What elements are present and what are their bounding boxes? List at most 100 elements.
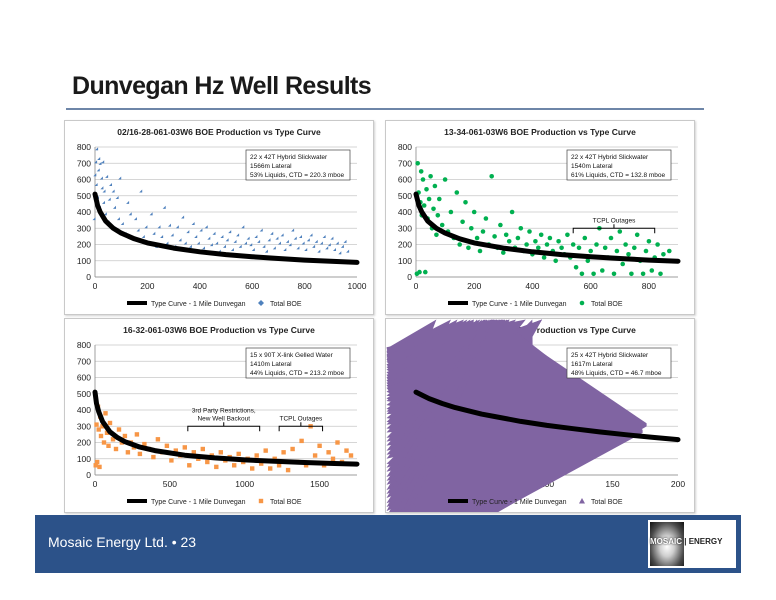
data-point — [435, 213, 441, 218]
data-point — [207, 236, 211, 240]
legend-total-boe-label: Total BOE — [270, 301, 302, 308]
data-point — [98, 433, 104, 439]
data-point — [304, 248, 308, 252]
y-tick-label: 700 — [77, 158, 91, 168]
data-point — [199, 228, 203, 232]
data-point — [667, 248, 672, 254]
data-point — [457, 242, 462, 247]
data-point — [582, 235, 588, 241]
data-point — [344, 448, 349, 453]
data-point — [94, 183, 98, 187]
data-point — [466, 245, 471, 251]
data-point — [348, 453, 354, 458]
data-point — [92, 217, 96, 221]
data-point — [570, 242, 576, 247]
data-point — [515, 235, 521, 241]
data-point — [643, 248, 649, 254]
data-point — [170, 233, 174, 237]
data-point — [646, 239, 652, 244]
footer-bar: Mosaic Energy Ltd. • 23 MOSAIC | ENERGY — [35, 515, 741, 573]
x-tick-label: 200 — [140, 281, 154, 291]
legend-total-boe-swatch — [579, 498, 585, 504]
data-point — [346, 249, 350, 253]
y-tick-label: 300 — [77, 421, 91, 431]
data-point — [538, 232, 544, 238]
y-tick-label: 200 — [77, 240, 91, 250]
data-point — [109, 183, 113, 187]
data-point — [105, 174, 109, 178]
data-point — [299, 438, 304, 444]
data-point — [301, 241, 305, 245]
chart-legend: Type Curve - 1 Mile Dunvegan Total BOE — [448, 300, 623, 308]
x-tick-label: 600 — [245, 281, 259, 291]
data-point — [254, 235, 258, 239]
legend-type-curve-label: Type Curve - 1 Mile Dunvegan — [151, 499, 246, 506]
data-point — [181, 215, 185, 219]
data-point — [285, 467, 291, 473]
data-point — [233, 239, 237, 243]
data-point — [165, 241, 169, 245]
data-point — [303, 463, 309, 468]
y-tick-label: 500 — [77, 389, 91, 399]
data-point — [188, 244, 192, 248]
data-point — [101, 160, 105, 164]
data-point — [264, 249, 268, 253]
total-boe-points — [386, 319, 647, 512]
data-point — [220, 235, 224, 239]
data-point — [111, 189, 115, 193]
annotation-line: 22 x 42T Hybrid Slickwater — [571, 154, 649, 161]
data-point — [431, 206, 436, 212]
annotation-frame — [245, 347, 351, 379]
data-point — [202, 246, 206, 250]
data-point — [99, 176, 103, 180]
data-point — [204, 225, 208, 229]
data-point — [93, 463, 98, 468]
data-point — [168, 223, 172, 227]
data-point — [187, 463, 192, 468]
data-point — [547, 235, 553, 241]
data-point — [225, 238, 229, 242]
data-point — [116, 217, 120, 221]
data-point — [178, 238, 182, 242]
annotation-line: 44% Liquids, CTD = 213.2 mboe — [250, 370, 345, 377]
data-point — [428, 174, 433, 179]
data-point — [281, 450, 286, 455]
chart-title: 16-32-061-03W6 BOE Production vs Type Cu… — [123, 325, 315, 335]
y-tick-label: 0 — [86, 470, 91, 480]
x-tick-label: 1000 — [235, 479, 254, 489]
data-point — [186, 230, 190, 234]
bracket-label: New Well Backout — [197, 415, 250, 422]
chart-panel-3: 16-32-061-03W6 BOE Production vs Type Cu… — [64, 318, 374, 513]
data-point — [434, 232, 439, 238]
data-point — [157, 225, 161, 229]
data-point — [183, 241, 187, 245]
data-point — [509, 209, 515, 215]
data-point — [103, 411, 108, 416]
data-point — [291, 228, 295, 232]
outage-bracket: TCPL Outages — [572, 217, 656, 234]
annotation-box: 15 x 90T X-link Gelled Water 1410m Latera… — [245, 347, 351, 379]
x-tick-label: 150 — [605, 479, 619, 489]
data-point — [232, 463, 237, 468]
data-point — [661, 252, 666, 257]
data-point — [614, 248, 620, 254]
data-point — [259, 228, 263, 232]
data-point — [474, 235, 480, 241]
data-point — [101, 440, 107, 445]
data-point — [573, 265, 579, 270]
data-point — [97, 157, 101, 161]
data-point — [149, 212, 153, 216]
legend-type-curve-label: Type Curve - 1 Mile Dunvegan — [472, 301, 567, 308]
y-tick-label: 700 — [77, 356, 91, 366]
data-point — [236, 451, 241, 457]
data-point — [585, 258, 591, 264]
bracket-label: TCPL Outages — [279, 415, 323, 422]
x-tick-label: 0 — [93, 479, 98, 489]
data-point — [107, 420, 113, 426]
data-point — [152, 231, 156, 235]
data-point — [317, 443, 322, 448]
data-point — [471, 209, 477, 215]
y-tick-label: 200 — [77, 438, 91, 448]
data-point — [136, 228, 140, 232]
data-point — [426, 196, 432, 202]
